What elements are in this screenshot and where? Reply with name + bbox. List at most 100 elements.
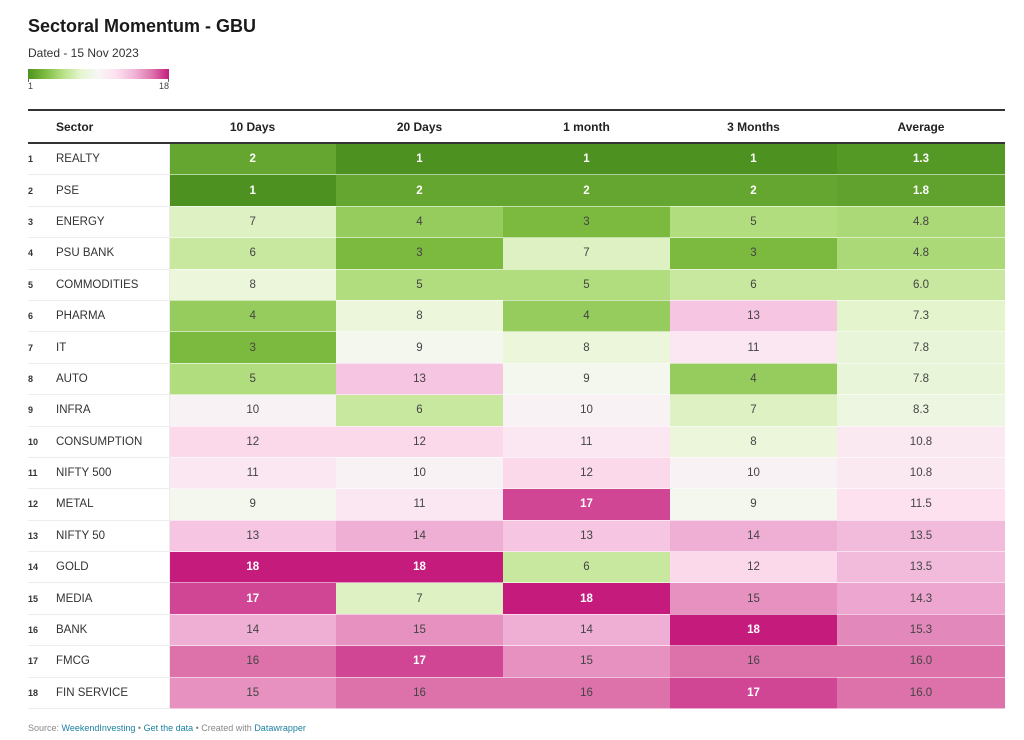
cell-1-month: 7 xyxy=(503,237,670,270)
header-10-days[interactable]: 10 Days xyxy=(169,109,336,144)
legend-tick-max xyxy=(168,79,169,82)
cell-20-days: 12 xyxy=(336,426,503,458)
cell-1-month: 11 xyxy=(503,426,670,458)
cell-3-months: 5 xyxy=(670,206,837,239)
table-row: 9 INFRA 10 6 10 7 8.3 xyxy=(28,394,1005,427)
cell-average: 11.5 xyxy=(837,488,1005,521)
table-row: 11 NIFTY 500 11 10 12 10 10.8 xyxy=(28,457,1005,490)
cell-1-month: 1 xyxy=(503,143,670,176)
cell-3-months: 15 xyxy=(670,582,837,615)
cell-average: 10.8 xyxy=(837,426,1005,458)
header-1-month[interactable]: 1 month xyxy=(503,109,670,144)
header-sector[interactable]: Sector xyxy=(56,109,169,144)
cell-1-month: 14 xyxy=(503,614,670,647)
table-row: 16 BANK 14 15 14 18 15.3 xyxy=(28,614,1005,647)
sector-name: MEDIA xyxy=(56,582,170,615)
legend-tick-min xyxy=(28,79,29,82)
footer: Source: WeekendInvesting • Get the data … xyxy=(28,723,306,733)
cell-3-months: 12 xyxy=(670,551,837,584)
cell-10-days: 6 xyxy=(169,237,336,270)
rank-number: 7 xyxy=(28,331,56,364)
cell-average: 4.8 xyxy=(837,206,1005,239)
cell-20-days: 15 xyxy=(336,614,503,647)
cell-average: 13.5 xyxy=(837,551,1005,584)
table-row: 18 FIN SERVICE 15 16 16 17 16.0 xyxy=(28,677,1005,710)
header-20-days[interactable]: 20 Days xyxy=(336,109,503,144)
sector-name: GOLD xyxy=(56,551,170,584)
cell-1-month: 13 xyxy=(503,520,670,553)
cell-20-days: 6 xyxy=(336,394,503,427)
cell-20-days: 13 xyxy=(336,363,503,396)
table-row: 4 PSU BANK 6 3 7 3 4.8 xyxy=(28,237,1005,270)
rank-number: 5 xyxy=(28,269,56,301)
cell-3-months: 18 xyxy=(670,614,837,647)
cell-10-days: 4 xyxy=(169,300,336,333)
cell-3-months: 17 xyxy=(670,677,837,710)
rank-number: 9 xyxy=(28,394,56,427)
cell-3-months: 13 xyxy=(670,300,837,333)
datawrapper-link[interactable]: Datawrapper xyxy=(254,723,306,733)
rank-number: 3 xyxy=(28,206,56,239)
header-average[interactable]: Average xyxy=(837,109,1005,144)
cell-20-days: 10 xyxy=(336,457,503,490)
legend-min-label: 1 xyxy=(28,81,34,91)
cell-average: 15.3 xyxy=(837,614,1005,647)
cell-average: 13.5 xyxy=(837,520,1005,553)
cell-1-month: 5 xyxy=(503,269,670,301)
cell-10-days: 14 xyxy=(169,614,336,647)
table-row: 6 PHARMA 4 8 4 13 7.3 xyxy=(28,300,1005,333)
cell-20-days: 14 xyxy=(336,520,503,553)
rank-number: 15 xyxy=(28,582,56,615)
cell-average: 7.8 xyxy=(837,363,1005,396)
cell-1-month: 8 xyxy=(503,331,670,364)
cell-average: 6.0 xyxy=(837,269,1005,301)
sector-name: BANK xyxy=(56,614,170,647)
cell-1-month: 16 xyxy=(503,677,670,710)
header-3-months[interactable]: 3 Months xyxy=(670,109,837,144)
sector-name: NIFTY 500 xyxy=(56,457,170,490)
table-row: 2 PSE 1 2 2 2 1.8 xyxy=(28,174,1005,207)
cell-1-month: 9 xyxy=(503,363,670,396)
source-link[interactable]: WeekendInvesting xyxy=(61,723,136,733)
sector-name: METAL xyxy=(56,488,170,521)
rank-number: 10 xyxy=(28,426,56,458)
sector-name: PSE xyxy=(56,174,170,207)
cell-3-months: 11 xyxy=(670,331,837,364)
cell-average: 7.8 xyxy=(837,331,1005,364)
get-data-link[interactable]: Get the data xyxy=(143,723,194,733)
cell-20-days: 8 xyxy=(336,300,503,333)
table-row: 13 NIFTY 50 13 14 13 14 13.5 xyxy=(28,520,1005,553)
cell-1-month: 6 xyxy=(503,551,670,584)
cell-average: 10.8 xyxy=(837,457,1005,490)
cell-average: 8.3 xyxy=(837,394,1005,427)
cell-10-days: 12 xyxy=(169,426,336,458)
cell-average: 16.0 xyxy=(837,677,1005,710)
cell-3-months: 1 xyxy=(670,143,837,176)
cell-3-months: 8 xyxy=(670,426,837,458)
cell-3-months: 7 xyxy=(670,394,837,427)
cell-3-months: 3 xyxy=(670,237,837,270)
cell-1-month: 2 xyxy=(503,174,670,207)
table-row: 15 MEDIA 17 7 18 15 14.3 xyxy=(28,582,1005,615)
cell-10-days: 2 xyxy=(169,143,336,176)
rank-number: 2 xyxy=(28,174,56,207)
rank-number: 16 xyxy=(28,614,56,647)
cell-20-days: 2 xyxy=(336,174,503,207)
header-row: Sector 10 Days 20 Days 1 month 3 Months … xyxy=(28,109,1005,144)
cell-20-days: 9 xyxy=(336,331,503,364)
cell-average: 4.8 xyxy=(837,237,1005,270)
sector-name: CONSUMPTION xyxy=(56,426,170,458)
cell-10-days: 3 xyxy=(169,331,336,364)
cell-10-days: 8 xyxy=(169,269,336,301)
table-row: 1 REALTY 2 1 1 1 1.3 xyxy=(28,143,1005,176)
sector-name: FIN SERVICE xyxy=(56,677,170,710)
rank-number: 8 xyxy=(28,363,56,396)
table-row: 14 GOLD 18 18 6 12 13.5 xyxy=(28,551,1005,584)
rank-number: 6 xyxy=(28,300,56,333)
rank-number: 11 xyxy=(28,457,56,490)
table-row: 5 COMMODITIES 8 5 5 6 6.0 xyxy=(28,269,1005,301)
cell-20-days: 11 xyxy=(336,488,503,521)
table-row: 8 AUTO 5 13 9 4 7.8 xyxy=(28,363,1005,396)
sector-name: PSU BANK xyxy=(56,237,170,270)
cell-10-days: 18 xyxy=(169,551,336,584)
